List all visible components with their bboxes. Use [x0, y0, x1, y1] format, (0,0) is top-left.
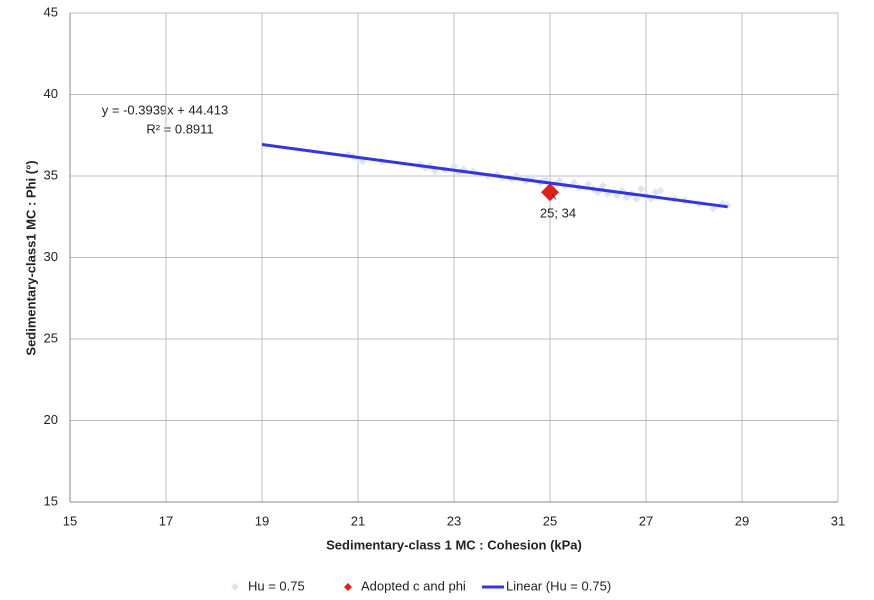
- point: [450, 162, 458, 171]
- y-axis-title: Sedimentary-class1 MC : Phi (°): [23, 160, 38, 355]
- x-tick-label: 21: [351, 513, 365, 528]
- y-tick-label: 30: [44, 249, 58, 264]
- equation: y = -0.3939x + 44.413: [102, 102, 228, 117]
- x-tick-label: 25: [543, 513, 557, 528]
- legend-label: Linear (Hu = 0.75): [506, 578, 611, 593]
- point: [632, 194, 641, 203]
- point: [637, 185, 646, 194]
- y-tick-label: 15: [44, 493, 58, 508]
- x-axis-title: Sedimentary-class 1 MC : Cohesion (kPa): [326, 537, 582, 552]
- legend-label: Adopted c and phi: [361, 578, 466, 593]
- x-tick-label: 27: [639, 513, 653, 528]
- x-tick-label: 31: [831, 513, 845, 528]
- y-tick-label: 45: [44, 4, 58, 19]
- y-tick-label: 20: [44, 412, 58, 427]
- legend-marker: [344, 583, 352, 591]
- y-tick-label: 40: [44, 86, 58, 101]
- trend-line: [261, 143, 728, 209]
- x-tick-label: 17: [159, 513, 173, 528]
- point: [584, 180, 593, 189]
- label-leader: [551, 193, 557, 200]
- data-label: 25; 34: [540, 206, 576, 221]
- legend-marker: [231, 583, 239, 591]
- point: [622, 193, 631, 202]
- y-tick-label: 35: [44, 167, 58, 182]
- point: [656, 186, 665, 195]
- x-tick-label: 15: [63, 513, 77, 528]
- point: [598, 181, 607, 190]
- legend-label: Hu = 0.75: [248, 578, 305, 593]
- x-tick-label: 29: [735, 513, 749, 528]
- x-tick-label: 23: [447, 513, 461, 528]
- r-squared: R² = 0.8911: [146, 121, 213, 136]
- y-tick-label: 25: [44, 330, 58, 345]
- x-tick-label: 19: [255, 513, 269, 528]
